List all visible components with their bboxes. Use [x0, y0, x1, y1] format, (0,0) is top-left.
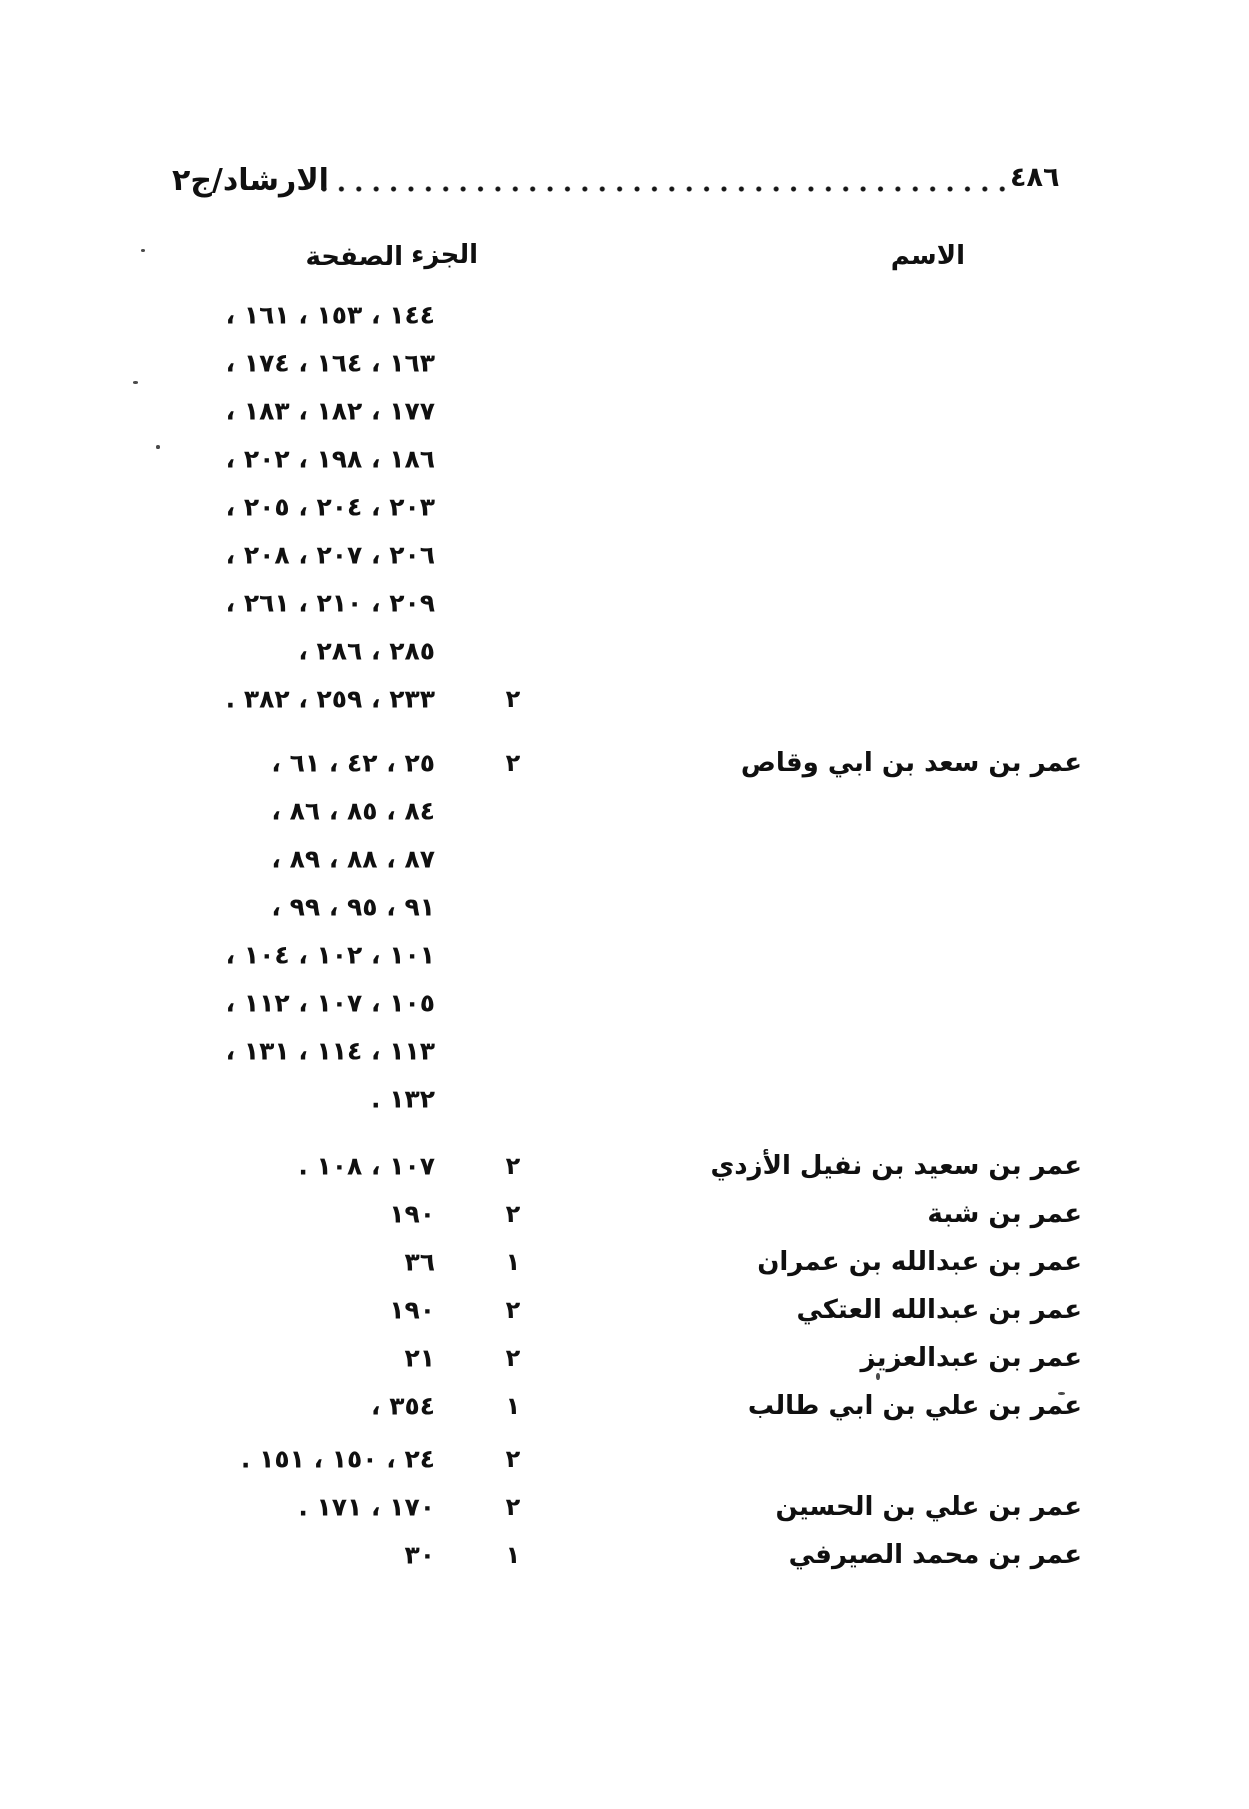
volume-cell: ٢ [505, 1200, 521, 1228]
name-cell: عمر بن سعيد بن نفيل الأزدي [710, 1151, 1082, 1181]
index-row: ١٠٧ ، ١٠٨ . ٢ عمر بن سعيد بن نفيل الأزدي [0, 1142, 1249, 1190]
page-numbers-cell: ٣٠ [404, 1540, 435, 1570]
volume-cell: ٢ [505, 1344, 521, 1372]
name-cell: عمر بن عبدالله العتكي [796, 1295, 1082, 1325]
index-row: ٢٥ ، ٤٢ ، ٦١ ، ٢ عمر بن سعد بن ابي وقاص [0, 739, 1249, 787]
name-cell: عمر بن شبة [927, 1199, 1082, 1229]
index-row: ١٤٤ ، ١٥٣ ، ١٦١ ، [0, 291, 1249, 339]
page-numbers-cell: ٣٥٤ ، [371, 1391, 435, 1421]
dot-leader [318, 182, 1006, 195]
page-numbers-cell: ١٩٠ [389, 1295, 435, 1325]
page-numbers-cell: ٢٤ ، ١٥٠ ، ١٥١ . [240, 1444, 435, 1474]
scan-speck [1058, 1392, 1065, 1395]
index-row: ١٣٢ . [0, 1075, 1249, 1123]
scan-speck [876, 1373, 880, 1380]
page-numbers-cell: ١١٣ ، ١١٤ ، ١٣١ ، [225, 1036, 435, 1066]
column-header-name: الاسم [890, 241, 965, 271]
page-number: ٤٨٦ [1010, 162, 1060, 193]
page-numbers-cell: ١٣٢ . [371, 1084, 435, 1114]
scan-speck [141, 249, 145, 252]
page-numbers-cell: ٢٠٩ ، ٢١٠ ، ٢٦١ ، [225, 588, 435, 618]
page-numbers-cell: ٨٤ ، ٨٥ ، ٨٦ ، [271, 796, 435, 826]
index-table: ١٤٤ ، ١٥٣ ، ١٦١ ، ١٦٣ ، ١٦٤ ، ١٧٤ ، ١٧٧ ، … [0, 291, 1249, 1579]
index-row: ١٩٠ ٢ عمر بن شبة [0, 1190, 1249, 1238]
volume-cell: ٢ [505, 1152, 521, 1180]
index-row: ٨٤ ، ٨٥ ، ٨٦ ، [0, 787, 1249, 835]
name-cell: عمر بن عبدالله بن عمران [757, 1247, 1082, 1277]
page-numbers-cell: ٨٧ ، ٨٨ ، ٨٩ ، [271, 844, 435, 874]
scan-speck [879, 1363, 882, 1366]
index-row: ١٨٦ ، ١٩٨ ، ٢٠٢ ، [0, 435, 1249, 483]
index-row: ٣٥٤ ، ١ عمر بن علي بن ابي طالب [0, 1382, 1249, 1430]
page-numbers-cell: ١٠٥ ، ١٠٧ ، ١١٢ ، [225, 988, 435, 1018]
name-cell: عمر بن علي بن الحسين [775, 1492, 1082, 1522]
volume-cell: ٢ [505, 1493, 521, 1521]
index-row: ١٠١ ، ١٠٢ ، ١٠٤ ، [0, 931, 1249, 979]
index-row: ١٩٠ ٢ عمر بن عبدالله العتكي [0, 1286, 1249, 1334]
index-row: ٢٣٣ ، ٢٥٩ ، ٣٨٢ . ٢ [0, 675, 1249, 723]
index-row: ١١٣ ، ١١٤ ، ١٣١ ، [0, 1027, 1249, 1075]
volume-cell: ١ [505, 1392, 521, 1420]
index-row: ٣٠ ١ عمر بن محمد الصيرفي [0, 1531, 1249, 1579]
index-row: ٢٠٣ ، ٢٠٤ ، ٢٠٥ ، [0, 483, 1249, 531]
page-numbers-cell: ٢٣٣ ، ٢٥٩ ، ٣٨٢ . [225, 684, 435, 714]
index-row: ٩١ ، ٩٥ ، ٩٩ ، [0, 883, 1249, 931]
page-numbers-cell: ٢٠٣ ، ٢٠٤ ، ٢٠٥ ، [225, 492, 435, 522]
page-numbers-cell: ١٦٣ ، ١٦٤ ، ١٧٤ ، [225, 348, 435, 378]
index-row: ٢١ ٢ عمر بن عبدالعزيز [0, 1334, 1249, 1382]
scan-speck [156, 445, 160, 449]
page-numbers-cell: ٢٥ ، ٤٢ ، ٦١ ، [271, 748, 435, 778]
book-title: الارشاد/ج٢ [172, 163, 329, 198]
page-numbers-cell: ١٧٠ ، ١٧١ . [298, 1492, 435, 1522]
page-numbers-cell: ١٠٧ ، ١٠٨ . [298, 1151, 435, 1181]
index-row: ٨٧ ، ٨٨ ، ٨٩ ، [0, 835, 1249, 883]
volume-cell: ٢ [505, 749, 521, 777]
scan-speck [133, 381, 138, 384]
index-row: ٢٠٩ ، ٢١٠ ، ٢٦١ ، [0, 579, 1249, 627]
index-row: ٣٦ ١ عمر بن عبدالله بن عمران [0, 1238, 1249, 1286]
index-row: ٢٠٦ ، ٢٠٧ ، ٢٠٨ ، [0, 531, 1249, 579]
name-cell: عمر بن عبدالعزيز [860, 1343, 1082, 1373]
volume-cell: ٢ [505, 1445, 521, 1473]
volume-cell: ١ [505, 1248, 521, 1276]
page-numbers-cell: ١٠١ ، ١٠٢ ، ١٠٤ ، [225, 940, 435, 970]
name-cell: عمر بن محمد الصيرفي [788, 1540, 1082, 1570]
column-header-page: الصفحة [305, 242, 403, 272]
page-numbers-cell: ١٩٠ [389, 1199, 435, 1229]
index-row: ٢٨٥ ، ٢٨٦ ، [0, 627, 1249, 675]
column-header-volume: الجزء [411, 240, 478, 270]
index-row: ١٧٧ ، ١٨٢ ، ١٨٣ ، [0, 387, 1249, 435]
index-row: ١٠٥ ، ١٠٧ ، ١١٢ ، [0, 979, 1249, 1027]
page-numbers-cell: ٢٠٦ ، ٢٠٧ ، ٢٠٨ ، [225, 540, 435, 570]
page-numbers-cell: ٣٦ [404, 1247, 435, 1277]
page-numbers-cell: ٩١ ، ٩٥ ، ٩٩ ، [271, 892, 435, 922]
name-cell: عمر بن سعد بن ابي وقاص [740, 748, 1082, 778]
page-numbers-cell: ١٨٦ ، ١٩٨ ، ٢٠٢ ، [225, 444, 435, 474]
page-numbers-cell: ١٤٤ ، ١٥٣ ، ١٦١ ، [225, 300, 435, 330]
volume-cell: ٢ [505, 1296, 521, 1324]
volume-cell: ١ [505, 1541, 521, 1569]
index-row: ١٧٠ ، ١٧١ . ٢ عمر بن علي بن الحسين [0, 1483, 1249, 1531]
page-numbers-cell: ٢١ [404, 1343, 435, 1373]
index-row: ٢٤ ، ١٥٠ ، ١٥١ . ٢ [0, 1435, 1249, 1483]
index-row: ١٦٣ ، ١٦٤ ، ١٧٤ ، [0, 339, 1249, 387]
volume-cell: ٢ [505, 685, 521, 713]
name-cell: عمر بن علي بن ابي طالب [747, 1391, 1082, 1421]
page-numbers-cell: ٢٨٥ ، ٢٨٦ ، [298, 636, 435, 666]
page-numbers-cell: ١٧٧ ، ١٨٢ ، ١٨٣ ، [225, 396, 435, 426]
